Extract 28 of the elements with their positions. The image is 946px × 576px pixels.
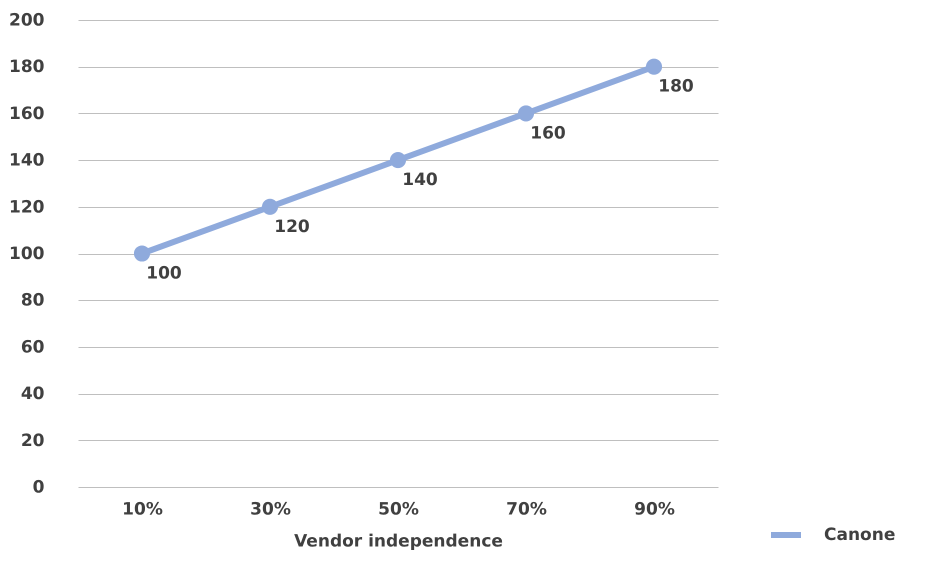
legend-label: Canone	[824, 525, 896, 545]
data-label: 120	[274, 216, 310, 237]
x-tick-label: 50%	[378, 500, 419, 520]
y-tick-label: 100	[9, 244, 45, 264]
point	[262, 198, 278, 215]
y-tick-label: 0	[32, 478, 45, 498]
x-tick-label: 70%	[506, 500, 547, 520]
y-tick-label: 160	[9, 104, 45, 124]
y-tick-label: 60	[20, 337, 45, 358]
data-label: 140	[402, 170, 438, 190]
point	[390, 152, 406, 168]
point	[646, 58, 662, 75]
data-label: 180	[658, 76, 694, 97]
y-tick-label: 80	[20, 290, 45, 311]
x-tick-label: 90%	[634, 500, 675, 520]
y-tick-label: 200	[9, 10, 45, 30]
x-axis-title: Vendor independence	[294, 532, 503, 552]
data-label: 100	[146, 264, 182, 284]
point	[134, 245, 150, 262]
y-tick-label: 40	[20, 384, 45, 404]
data-label: 160	[530, 123, 566, 144]
y-tick-label: 140	[9, 150, 45, 171]
x-tick-label: 10%	[122, 500, 163, 520]
y-tick-label: 180	[9, 57, 45, 78]
x-tick-label: 30%	[250, 500, 291, 520]
point	[518, 105, 534, 122]
y-tick-label: 120	[9, 197, 45, 218]
y-tick-label: 20	[20, 430, 45, 451]
